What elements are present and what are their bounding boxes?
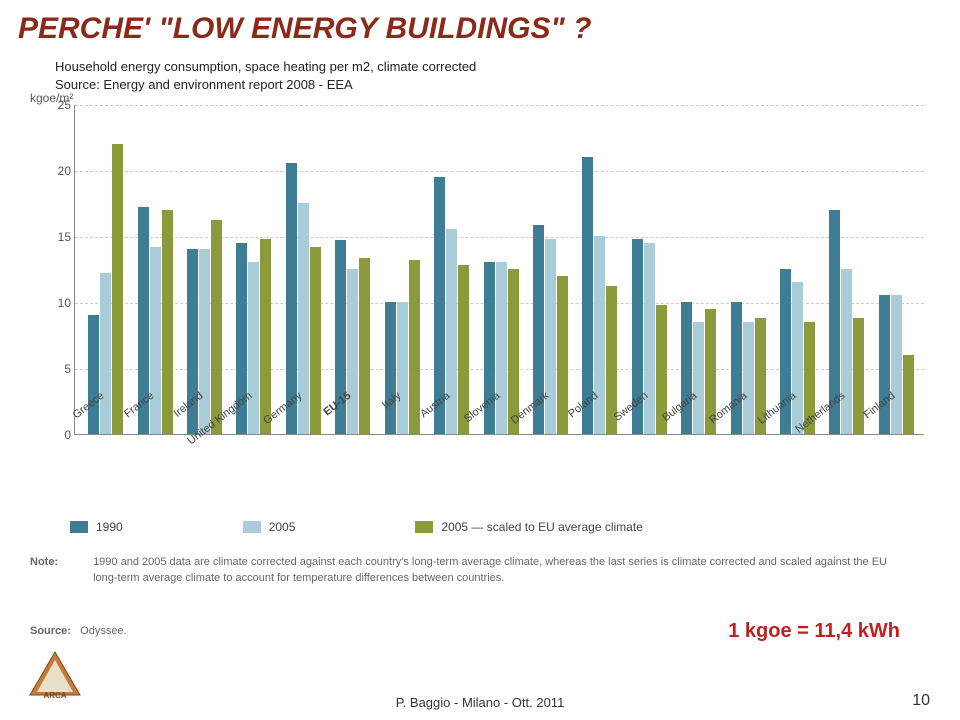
y-tick: 5 [47,362,71,376]
page-title: PERCHE' "LOW ENERGY BUILDINGS" ? [0,0,960,52]
bar-2005-scaled [260,239,271,434]
kgoe-conversion: 1 kgoe = 11,4 kWh [728,620,900,643]
bar-2005-scaled [458,265,469,434]
bar-2005-scaled [112,144,123,434]
energy-chart: kgoe/m² 0510152025 GreeceFranceIrelandUn… [30,95,930,515]
y-tick: 20 [47,164,71,178]
subtitle-line-1: Household energy consumption, space heat… [55,59,476,74]
source-label: Source: [30,625,71,637]
chart-source: Source: Odyssee. [30,625,127,637]
plot-area: 0510152025 [74,105,924,435]
source-text: Odyssee. [80,625,126,637]
chart-note: Note: 1990 and 2005 data are climate cor… [30,555,930,587]
bar-group [879,295,914,434]
bar-2005 [792,282,803,434]
legend-label: 2005 — scaled to EU average climate [441,520,642,534]
bar-2005-scaled [310,247,321,434]
page-footer: P. Baggio - Milano - Ott. 2011 [0,695,960,710]
bar-2005 [693,322,704,434]
legend-swatch [415,521,433,533]
grid-line [75,171,924,172]
bar-1990 [385,302,396,434]
bar-2005 [545,239,556,434]
bar-1990 [88,315,99,434]
y-tick: 25 [47,98,71,112]
legend-item: 2005 — scaled to EU average climate [415,520,642,534]
bar-1990 [731,302,742,434]
bar-2005 [100,273,111,434]
legend-item: 2005 [243,520,296,534]
bar-2005 [644,243,655,434]
y-tick: 15 [47,230,71,244]
bar-group [88,144,123,434]
bar-1990 [879,295,890,434]
legend-label: 1990 [96,520,123,534]
chart-legend: 1990 2005 2005 — scaled to EU average clim… [70,520,890,534]
bar-2005 [841,269,852,434]
legend-swatch [70,521,88,533]
bar-2005 [743,322,754,434]
page-number: 10 [912,692,930,710]
bar-2005 [496,262,507,434]
bar-2005 [347,269,358,434]
bar-2005 [594,236,605,434]
bar-2005 [397,302,408,434]
bar-2005 [150,247,161,434]
bar-2005 [446,229,457,434]
bar-2005-scaled [903,355,914,434]
note-text: 1990 and 2005 data are climate corrected… [93,555,913,587]
bar-2005 [248,262,259,434]
subtitle-line-2: Source: Energy and environment report 20… [55,77,353,92]
bar-2005-scaled [409,260,420,434]
grid-line [75,105,924,106]
bar-2005 [891,295,902,434]
y-tick: 10 [47,296,71,310]
note-label: Note: [30,555,90,571]
bar-2005-scaled [359,258,370,434]
bar-2005-scaled [211,220,222,434]
bar-2005-scaled [162,210,173,434]
bar-2005 [199,249,210,434]
legend-swatch [243,521,261,533]
bar-1990 [681,302,692,434]
legend-item: 1990 [70,520,123,534]
legend-label: 2005 [269,520,296,534]
chart-subtitle: Household energy consumption, space heat… [0,52,960,95]
arca-logo: ARCA [25,650,85,700]
